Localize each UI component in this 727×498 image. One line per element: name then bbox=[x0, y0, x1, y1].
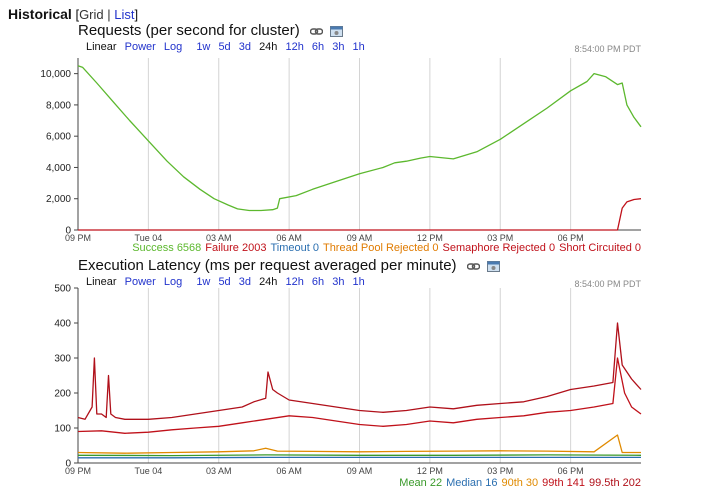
calendar-icon[interactable] bbox=[486, 261, 500, 273]
legend-item-thread-pool-rejected: Thread Pool Rejected 0 bbox=[322, 242, 439, 254]
y-tick-label: 500 bbox=[54, 284, 71, 295]
range-24h[interactable]: 24h bbox=[259, 41, 278, 53]
view-separator: | bbox=[107, 7, 111, 22]
x-tick-label: 12 PM bbox=[417, 233, 443, 243]
legend-item-semaphore-rejected: Semaphore Rejected 0 bbox=[442, 242, 556, 254]
bracket-open: [ bbox=[75, 7, 80, 22]
chart-timestamp: 8:54:00 PM PDT bbox=[574, 279, 641, 289]
page-header: Historical [Grid | List] bbox=[8, 6, 138, 22]
legend-item-failure: Failure 2003 bbox=[205, 242, 267, 254]
range-3d[interactable]: 3d bbox=[238, 41, 251, 53]
grid-link[interactable]: Grid bbox=[79, 7, 104, 22]
x-tick-label: 03 AM bbox=[206, 233, 232, 243]
range-6h[interactable]: 6h bbox=[311, 276, 325, 288]
calendar-icon[interactable] bbox=[330, 26, 344, 38]
link-icon[interactable] bbox=[309, 26, 323, 37]
x-tick-label: 03 AM bbox=[206, 466, 232, 476]
legend-item-timeout: Timeout 0 bbox=[270, 242, 319, 254]
x-tick-label: 03 PM bbox=[487, 466, 513, 476]
range-12h[interactable]: 12h bbox=[285, 276, 304, 288]
legend-item-99-5th: 99.5th 202 bbox=[589, 477, 641, 489]
chart-controls-requests: Linear Power Log 1w 5d 3d 24h 12h 6h 3h … bbox=[86, 41, 370, 53]
legend-item-90th: 90th 30 bbox=[501, 477, 539, 489]
scale-log[interactable]: Log bbox=[163, 41, 183, 53]
x-tick-label: 09 AM bbox=[347, 466, 373, 476]
range-3h[interactable]: 3h bbox=[332, 276, 345, 288]
scale-power[interactable]: Power bbox=[124, 41, 156, 53]
x-tick-label: 03 PM bbox=[487, 233, 513, 243]
page-title: Historical bbox=[8, 6, 72, 22]
chart-controls-latency: Linear Power Log 1w 5d 3d 24h 12h 6h 3h … bbox=[86, 276, 370, 288]
range-12h[interactable]: 12h bbox=[285, 41, 304, 53]
chart-title-text: Execution Latency (ms per request averag… bbox=[78, 257, 457, 274]
x-tick-label: 06 AM bbox=[276, 233, 302, 243]
legend-item-short-circuited: Short Circuited 0 bbox=[559, 242, 641, 254]
x-tick-label: 06 PM bbox=[558, 466, 584, 476]
chart-timestamp: 8:54:00 PM PDT bbox=[574, 44, 641, 54]
range-1h[interactable]: 1h bbox=[352, 41, 365, 53]
x-tick-label: 09 AM bbox=[347, 233, 373, 243]
scale-linear[interactable]: Linear bbox=[86, 276, 117, 288]
scale-linear[interactable]: Linear bbox=[86, 41, 117, 53]
x-tick-label: Tue 04 bbox=[135, 233, 163, 243]
x-tick-label: Tue 04 bbox=[135, 466, 163, 476]
range-1h[interactable]: 1h bbox=[352, 276, 365, 288]
y-tick-label: 6,000 bbox=[46, 132, 71, 143]
series-line-mean bbox=[77, 454, 642, 457]
x-tick-label: 12 PM bbox=[417, 466, 443, 476]
y-tick-label: 2,000 bbox=[46, 194, 71, 205]
chart-title-latency: Execution Latency (ms per request averag… bbox=[78, 257, 503, 275]
range-5d[interactable]: 5d bbox=[218, 41, 231, 53]
x-tick-label: 06 PM bbox=[558, 233, 584, 243]
legend-latency: Mean 22 Median 16 90th 30 99th 141 99.5th 20… bbox=[395, 477, 641, 489]
bracket-close: ] bbox=[134, 7, 139, 22]
chart-title-text: Requests (per second for cluster) bbox=[78, 22, 300, 39]
range-6h[interactable]: 6h bbox=[311, 41, 325, 53]
y-tick-label: 100 bbox=[54, 424, 71, 435]
link-icon[interactable] bbox=[466, 261, 480, 272]
chart-title-requests: Requests (per second for cluster) bbox=[78, 22, 346, 40]
x-tick-label: 06 AM bbox=[276, 466, 302, 476]
series-line-success bbox=[77, 65, 642, 212]
series-line-90th bbox=[77, 434, 641, 454]
scale-log[interactable]: Log bbox=[163, 276, 183, 288]
range-5d[interactable]: 5d bbox=[218, 276, 231, 288]
y-tick-label: 400 bbox=[54, 319, 71, 330]
range-1w[interactable]: 1w bbox=[196, 276, 211, 288]
series-line-99th bbox=[77, 357, 642, 434]
y-tick-label: 0 bbox=[65, 226, 71, 237]
range-24h[interactable]: 24h bbox=[259, 276, 278, 288]
list-link[interactable]: List bbox=[114, 7, 135, 22]
legend-requests: Success 6568 Failure 2003 Timeout 0 Thread … bbox=[128, 242, 641, 254]
range-1w[interactable]: 1w bbox=[196, 41, 211, 53]
legend-item-success: Success 6568 bbox=[132, 242, 202, 254]
legend-item-median: Median 16 bbox=[446, 477, 498, 489]
range-3d[interactable]: 3d bbox=[238, 276, 251, 288]
legend-item-99th: 99th 141 bbox=[542, 477, 585, 489]
y-tick-label: 0 bbox=[65, 459, 71, 470]
range-3h[interactable]: 3h bbox=[332, 41, 345, 53]
series-line-99-5th bbox=[77, 322, 642, 420]
x-tick-label: 09 PM bbox=[65, 466, 91, 476]
series-line-failure bbox=[78, 198, 642, 231]
y-tick-label: 8,000 bbox=[46, 100, 71, 111]
scale-power[interactable]: Power bbox=[124, 276, 156, 288]
y-tick-label: 200 bbox=[54, 389, 71, 400]
y-tick-label: 4,000 bbox=[46, 163, 71, 174]
x-tick-label: 09 PM bbox=[65, 233, 91, 243]
legend-item-mean: Mean 22 bbox=[399, 477, 443, 489]
y-tick-label: 300 bbox=[54, 354, 71, 365]
y-tick-label: 10,000 bbox=[40, 69, 71, 80]
